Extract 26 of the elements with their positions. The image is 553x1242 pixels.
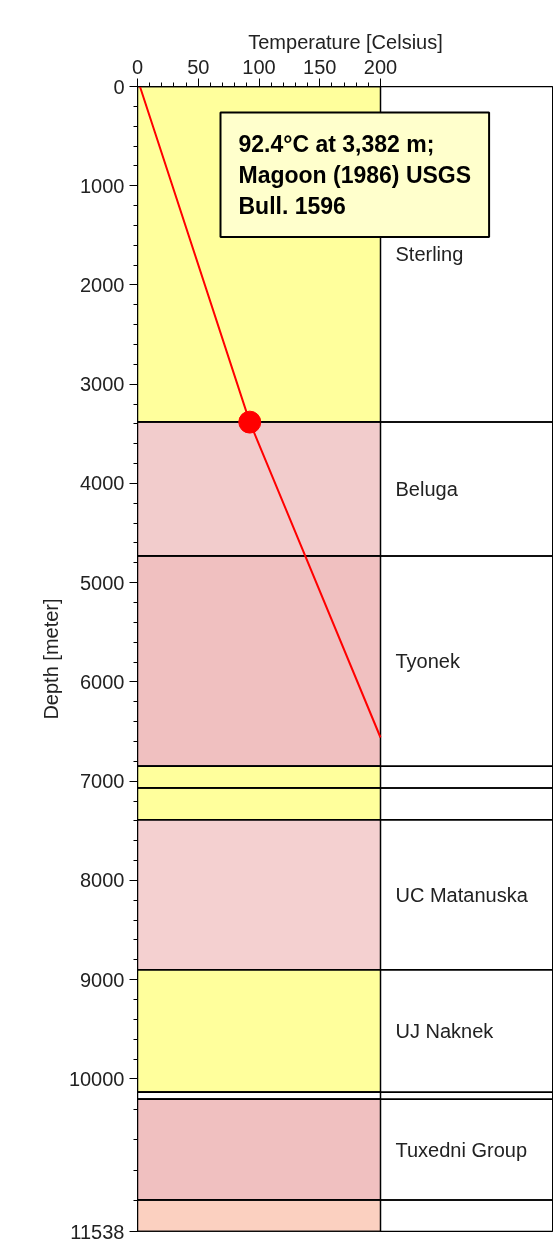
y-tick-label: 5000 (80, 571, 125, 594)
x-tick-label: 0 (131, 55, 144, 78)
y-tick-label: 6000 (80, 670, 125, 693)
band-label: UJ Naknek (395, 1019, 495, 1042)
y-tick-label: 7000 (80, 770, 125, 793)
y-tick-label: 3000 (80, 373, 125, 396)
x-axis-title: Temperature [Celsius] (248, 30, 443, 53)
band-label: Sterling (395, 243, 464, 266)
annotation: 92.4°C at 3,382 m; Magoon (1986) USGS Bull. 1596 (238, 130, 472, 219)
x-tick-label: 50 (187, 55, 210, 78)
band-label: Tuxedni Group (395, 1138, 528, 1161)
y-tick-label: 10000 (68, 1067, 125, 1090)
x-tick-label: 150 (303, 55, 337, 78)
y-tick-label: 11538 (70, 1220, 125, 1242)
y-tick-label: 9000 (80, 968, 125, 991)
band-label: Beluga (395, 478, 459, 501)
y-tick-label: 2000 (80, 273, 125, 296)
y-axis-title: Depth [meter] (39, 598, 62, 720)
y-tick-label: 0 (113, 75, 125, 98)
band-label: UC Matanuska (395, 883, 529, 906)
y-tick-label: 8000 (80, 869, 125, 892)
x-tick-label: 100 (242, 55, 276, 78)
y-tick-label: 1000 (80, 174, 125, 197)
x-tick-label: 200 (363, 55, 398, 78)
band-label: Tyonek (395, 650, 461, 673)
y-tick-label: 4000 (80, 472, 125, 495)
